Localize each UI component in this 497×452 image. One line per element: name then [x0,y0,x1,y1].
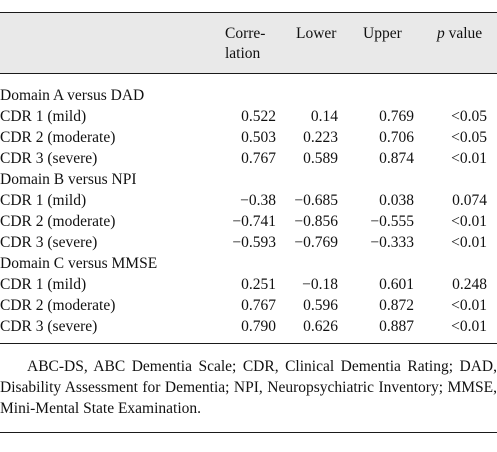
cell-lower: 0.223 [303,129,338,146]
cell-lower: −0.18 [302,276,338,293]
header-p-rest: value [444,25,483,42]
cell-correlation: 0.767 [241,297,276,314]
row-label: CDR 2 (moderate) [0,213,116,230]
cell-correlation: 0.251 [241,276,276,293]
cell-upper: −0.333 [370,234,414,251]
footnote-bottom-rule [0,432,497,433]
row-label: CDR 3 (severe) [0,318,98,335]
header-upper: Upper [363,25,402,42]
cell-lower: 0.589 [303,150,338,167]
row-label: CDR 3 (severe) [0,150,98,167]
cell-p: <0.01 [451,318,487,335]
header-correlation-line1: Corre- [225,25,266,42]
cell-correlation: −0.593 [232,234,276,251]
cell-lower: −0.685 [294,192,338,209]
cell-upper: 0.874 [379,150,414,167]
header-correlation: Corre- lation [225,24,265,64]
cell-lower: 0.596 [303,297,338,314]
cell-lower: 0.626 [303,318,338,335]
header-p-value: p value [437,24,482,44]
cell-p: <0.05 [451,108,487,125]
section-title: Domain B versus NPI [0,171,137,188]
table-footnote: ABC-DS, ABC Dementia Scale; CDR, Clinica… [0,358,497,417]
row-label: CDR 1 (mild) [0,192,87,209]
header-rule [0,73,497,74]
top-rule [0,12,497,13]
cell-correlation: 0.522 [241,108,276,125]
cell-correlation: −0.38 [240,192,276,209]
cell-lower: −0.856 [294,213,338,230]
table-header-background [0,12,497,73]
cell-p: 0.074 [452,192,487,209]
cell-p: <0.01 [451,150,487,167]
cell-upper: 0.887 [379,318,414,335]
cell-upper: 0.601 [379,276,414,293]
cell-correlation: −0.741 [232,213,276,230]
header-correlation-line2: lation [225,45,261,62]
cell-p: <0.01 [451,234,487,251]
cell-correlation: 0.790 [241,318,276,335]
cell-lower: −0.769 [294,234,338,251]
cell-p: <0.01 [451,213,487,230]
row-label: CDR 1 (mild) [0,108,87,125]
cell-upper: 0.706 [379,129,414,146]
cell-p: 0.248 [452,276,487,293]
section-title: Domain A versus DAD [0,87,145,104]
section-title: Domain C versus MMSE [0,255,158,272]
body-bottom-rule [0,343,497,344]
row-label: CDR 2 (moderate) [0,297,116,314]
row-label: CDR 1 (mild) [0,276,87,293]
cell-lower: 0.14 [310,108,338,125]
header-lower: Lower [296,25,337,42]
cell-upper: 0.872 [379,297,414,314]
row-label: CDR 3 (severe) [0,234,98,251]
cell-correlation: 0.503 [241,129,276,146]
cell-upper: 0.769 [379,108,414,125]
cell-correlation: 0.767 [241,150,276,167]
row-label: CDR 2 (moderate) [0,129,116,146]
cell-upper: −0.555 [370,213,414,230]
cell-p: <0.01 [451,297,487,314]
cell-upper: 0.038 [379,192,414,209]
header-p-italic: p [437,25,445,42]
cell-p: <0.05 [451,129,487,146]
